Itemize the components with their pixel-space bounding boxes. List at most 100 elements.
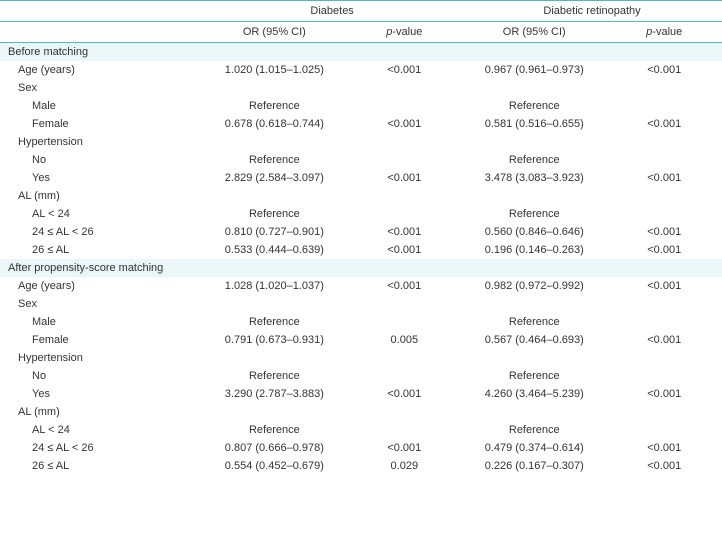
p-cell: <0.001 <box>606 169 722 187</box>
or-cell: 1.028 (1.020–1.037) <box>202 277 346 295</box>
or-cell: 0.196 (0.146–0.263) <box>462 241 606 259</box>
or-cell: Reference <box>462 151 606 169</box>
p-cell <box>347 205 463 223</box>
or-cell: Reference <box>462 367 606 385</box>
row-label: AL < 24 <box>0 421 202 439</box>
or-cell: 0.226 (0.167–0.307) <box>462 457 606 475</box>
table-row: Sex <box>0 295 722 313</box>
section-title: Before matching <box>0 43 722 62</box>
header-row-sub: OR (95% CI) p-value OR (95% CI) p-value <box>0 22 722 43</box>
p-cell <box>606 367 722 385</box>
p-cell <box>606 349 722 367</box>
row-label: Hypertension <box>0 349 202 367</box>
p-cell <box>347 187 463 205</box>
p-cell <box>606 205 722 223</box>
p-cell <box>347 421 463 439</box>
row-label: No <box>0 151 202 169</box>
p-cell: <0.001 <box>606 457 722 475</box>
table-row: NoReferenceReference <box>0 367 722 385</box>
row-label: Sex <box>0 79 202 97</box>
or-cell: Reference <box>202 313 346 331</box>
or-cell: 0.791 (0.673–0.931) <box>202 331 346 349</box>
table-row: MaleReferenceReference <box>0 97 722 115</box>
p-cell <box>606 97 722 115</box>
header-stub <box>0 1 202 22</box>
header-row-groups: Diabetes Diabetic retinopathy <box>0 1 722 22</box>
row-label: Sex <box>0 295 202 313</box>
p-cell <box>606 313 722 331</box>
p-cell <box>606 295 722 313</box>
or-cell: Reference <box>202 421 346 439</box>
table-row: Yes2.829 (2.584–3.097)<0.0013.478 (3.083… <box>0 169 722 187</box>
or-cell: 0.810 (0.727–0.901) <box>202 223 346 241</box>
table-body: Before matchingAge (years)1.020 (1.015–1… <box>0 43 722 476</box>
or-cell: 0.982 (0.972–0.992) <box>462 277 606 295</box>
p-cell: <0.001 <box>347 61 463 79</box>
p-cell <box>347 97 463 115</box>
p-cell: <0.001 <box>347 223 463 241</box>
or-cell <box>202 79 346 97</box>
row-label: Yes <box>0 169 202 187</box>
or-cell: 0.479 (0.374–0.614) <box>462 439 606 457</box>
table-row: 26 ≤ AL0.533 (0.444–0.639)<0.0010.196 (0… <box>0 241 722 259</box>
p-cell <box>606 79 722 97</box>
row-label: AL < 24 <box>0 205 202 223</box>
table-row: 24 ≤ AL < 260.810 (0.727–0.901)<0.0010.5… <box>0 223 722 241</box>
row-label: Hypertension <box>0 133 202 151</box>
p-cell: <0.001 <box>606 115 722 133</box>
or-cell: 3.290 (2.787–3.883) <box>202 385 346 403</box>
row-label: AL (mm) <box>0 403 202 421</box>
row-label: Age (years) <box>0 277 202 295</box>
or-cell: 0.967 (0.961–0.973) <box>462 61 606 79</box>
or-cell: Reference <box>202 151 346 169</box>
table-row: AL < 24ReferenceReference <box>0 421 722 439</box>
row-label: AL (mm) <box>0 187 202 205</box>
or-cell: 4.260 (3.464–5.239) <box>462 385 606 403</box>
p-cell: <0.001 <box>347 277 463 295</box>
table-row: AL (mm) <box>0 187 722 205</box>
header-p-2: p-value <box>606 22 722 43</box>
or-cell: 0.581 (0.516–0.655) <box>462 115 606 133</box>
p-cell: <0.001 <box>606 385 722 403</box>
table-row: MaleReferenceReference <box>0 313 722 331</box>
or-cell <box>202 349 346 367</box>
header-or-2: OR (95% CI) <box>462 22 606 43</box>
or-cell <box>462 349 606 367</box>
p-cell: <0.001 <box>347 241 463 259</box>
p-cell <box>606 403 722 421</box>
p-cell <box>347 151 463 169</box>
section-row: After propensity-score matching <box>0 259 722 277</box>
row-label: Female <box>0 115 202 133</box>
header-group-diabetes: Diabetes <box>202 1 462 22</box>
or-cell <box>462 187 606 205</box>
or-cell: Reference <box>202 97 346 115</box>
or-cell <box>202 133 346 151</box>
table-row: Sex <box>0 79 722 97</box>
table-row: Female0.678 (0.618–0.744)<0.0010.581 (0.… <box>0 115 722 133</box>
or-cell: Reference <box>462 205 606 223</box>
p-cell: 0.029 <box>347 457 463 475</box>
or-cell: 2.829 (2.584–3.097) <box>202 169 346 187</box>
table-row: 24 ≤ AL < 260.807 (0.666–0.978)<0.0010.4… <box>0 439 722 457</box>
p-suffix: -value <box>392 26 422 38</box>
or-cell: 0.807 (0.666–0.978) <box>202 439 346 457</box>
section-title: After propensity-score matching <box>0 259 722 277</box>
p-cell <box>606 133 722 151</box>
or-cell: Reference <box>202 367 346 385</box>
table-row: NoReferenceReference <box>0 151 722 169</box>
row-label: No <box>0 367 202 385</box>
p-cell <box>347 79 463 97</box>
row-label: Female <box>0 331 202 349</box>
table-row: Hypertension <box>0 349 722 367</box>
row-label: 24 ≤ AL < 26 <box>0 439 202 457</box>
row-label: Age (years) <box>0 61 202 79</box>
p-cell: <0.001 <box>606 223 722 241</box>
or-cell <box>202 295 346 313</box>
row-label: 24 ≤ AL < 26 <box>0 223 202 241</box>
or-cell <box>462 79 606 97</box>
p-cell: <0.001 <box>347 169 463 187</box>
p-cell: <0.001 <box>606 331 722 349</box>
or-cell <box>202 187 346 205</box>
table-row: Age (years)1.028 (1.020–1.037)<0.0010.98… <box>0 277 722 295</box>
or-cell: Reference <box>462 421 606 439</box>
